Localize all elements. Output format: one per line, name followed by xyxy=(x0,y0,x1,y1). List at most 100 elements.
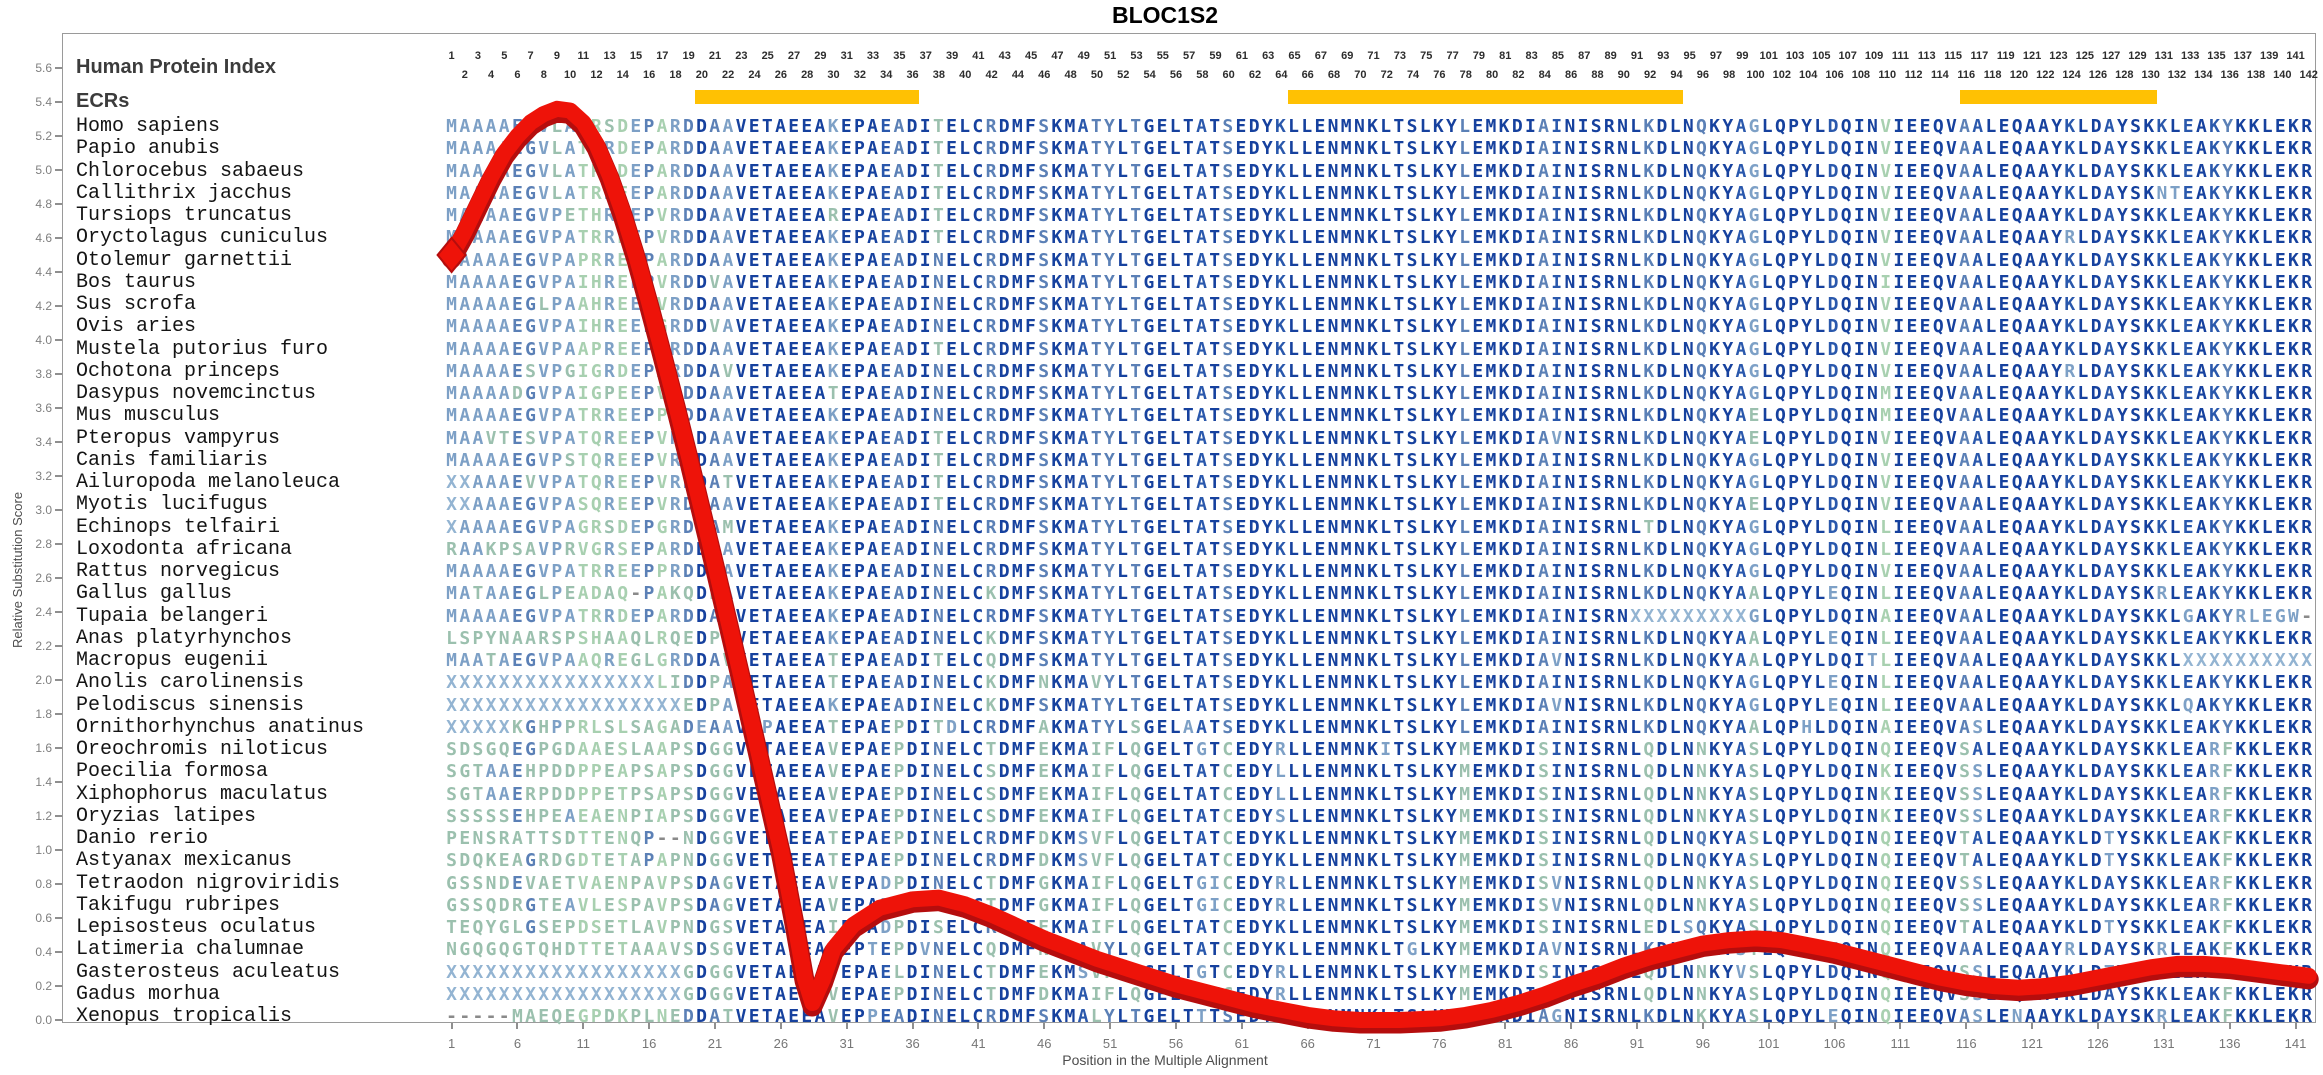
residue: K xyxy=(2143,116,2155,137)
residue: Q xyxy=(2011,182,2023,204)
residue: L xyxy=(1288,383,1299,404)
residue: A xyxy=(2103,761,2115,783)
residue: P xyxy=(551,360,563,382)
residue: G xyxy=(1143,338,1155,360)
residue: M xyxy=(1340,160,1352,182)
residue: K xyxy=(2288,271,2299,293)
residue: L xyxy=(1985,761,1997,783)
residue: E xyxy=(880,449,892,471)
residue: Y xyxy=(2222,294,2234,315)
residue: K xyxy=(1498,783,1510,805)
residue: D xyxy=(1511,828,1523,849)
residue: E xyxy=(511,316,523,338)
residue: L xyxy=(1630,716,1642,738)
residue: N xyxy=(1867,805,1878,827)
residue: F xyxy=(1025,316,1036,338)
residue: M xyxy=(1485,182,1497,204)
residue: F xyxy=(1025,783,1036,805)
residue: E xyxy=(2274,805,2286,827)
residue: T xyxy=(1209,828,1221,849)
residue: K xyxy=(2235,116,2247,137)
residue: Y xyxy=(1446,650,1457,671)
residue: D xyxy=(2090,294,2102,315)
residue: L xyxy=(2077,138,2089,160)
residue: L xyxy=(1169,227,1181,249)
residue: A xyxy=(775,227,786,249)
y-tick-mark xyxy=(55,747,62,749)
residue: A xyxy=(472,405,484,427)
residue: P xyxy=(551,405,563,427)
residue: D xyxy=(998,672,1010,694)
residue: E xyxy=(748,205,760,226)
residue: K xyxy=(1367,160,1378,182)
residue: I xyxy=(1893,160,1905,182)
residue: T xyxy=(1130,672,1142,694)
residue: T xyxy=(1209,538,1221,560)
residue: V xyxy=(735,716,747,738)
y-tick-label: 1.8 xyxy=(35,707,52,721)
residue: Y xyxy=(1103,605,1115,627)
residue: Q xyxy=(1696,494,1707,516)
residue: P xyxy=(551,561,563,582)
residue: I xyxy=(1853,605,1865,627)
residue: A xyxy=(498,360,510,382)
residue: A xyxy=(2024,360,2036,382)
residue: Y xyxy=(2117,449,2128,471)
residue: S xyxy=(2130,405,2141,427)
residue: S xyxy=(1406,182,1418,204)
residue: E xyxy=(840,383,852,404)
residue: V xyxy=(656,338,668,360)
residue: X xyxy=(498,716,510,738)
x-tick-label: 86 xyxy=(1563,1036,1579,1051)
residue: M xyxy=(1485,627,1497,649)
residue: R xyxy=(2156,583,2168,605)
residue: L xyxy=(1419,116,1431,137)
residue: D xyxy=(1656,338,1668,360)
y-tick-mark xyxy=(55,237,62,239)
residue: V xyxy=(735,494,747,516)
residue: K xyxy=(1643,538,1655,560)
residue: N xyxy=(1867,138,1878,160)
residue: G xyxy=(1143,561,1155,582)
y-tick-label: 5.6 xyxy=(35,61,52,75)
residue: A xyxy=(1077,627,1089,649)
residue: I xyxy=(919,316,931,338)
residue: E xyxy=(2274,383,2286,404)
residue: K xyxy=(1275,182,1286,204)
residue: L xyxy=(1985,182,1997,204)
residue: Y xyxy=(2222,405,2234,427)
residue: Q xyxy=(1932,583,1944,605)
residue: E xyxy=(1235,650,1247,671)
residue: Q xyxy=(630,828,642,849)
residue: E xyxy=(880,694,892,716)
residue: L xyxy=(1814,427,1826,449)
residue: V xyxy=(735,227,747,249)
residue: T xyxy=(577,605,589,627)
residue: L xyxy=(1380,805,1392,827)
residue: K xyxy=(1709,761,1720,783)
residue: R xyxy=(669,294,681,315)
y-tick-label: 2.4 xyxy=(35,605,52,619)
residue: M xyxy=(1485,828,1497,849)
residue: I xyxy=(1853,205,1865,226)
residue: E xyxy=(617,249,629,271)
residue: L xyxy=(1669,449,1681,471)
residue: L xyxy=(1117,783,1128,805)
residue: E xyxy=(1919,605,1931,627)
residue: I xyxy=(1853,360,1865,382)
residue: K xyxy=(1275,294,1286,315)
residue: L xyxy=(1761,783,1773,805)
residue: K xyxy=(1051,227,1063,249)
residue: A xyxy=(1196,494,1207,516)
residue: K xyxy=(2248,716,2260,738)
residue: N xyxy=(1682,627,1694,649)
residue: E xyxy=(1906,205,1918,226)
residue: P xyxy=(1788,182,1799,204)
residue: R xyxy=(590,249,602,271)
residue: D xyxy=(696,383,707,404)
residue: D xyxy=(906,672,918,694)
residue: T xyxy=(1182,605,1194,627)
residue: E xyxy=(1156,205,1168,226)
residue: A xyxy=(1959,605,1970,627)
residue: D xyxy=(1656,427,1668,449)
